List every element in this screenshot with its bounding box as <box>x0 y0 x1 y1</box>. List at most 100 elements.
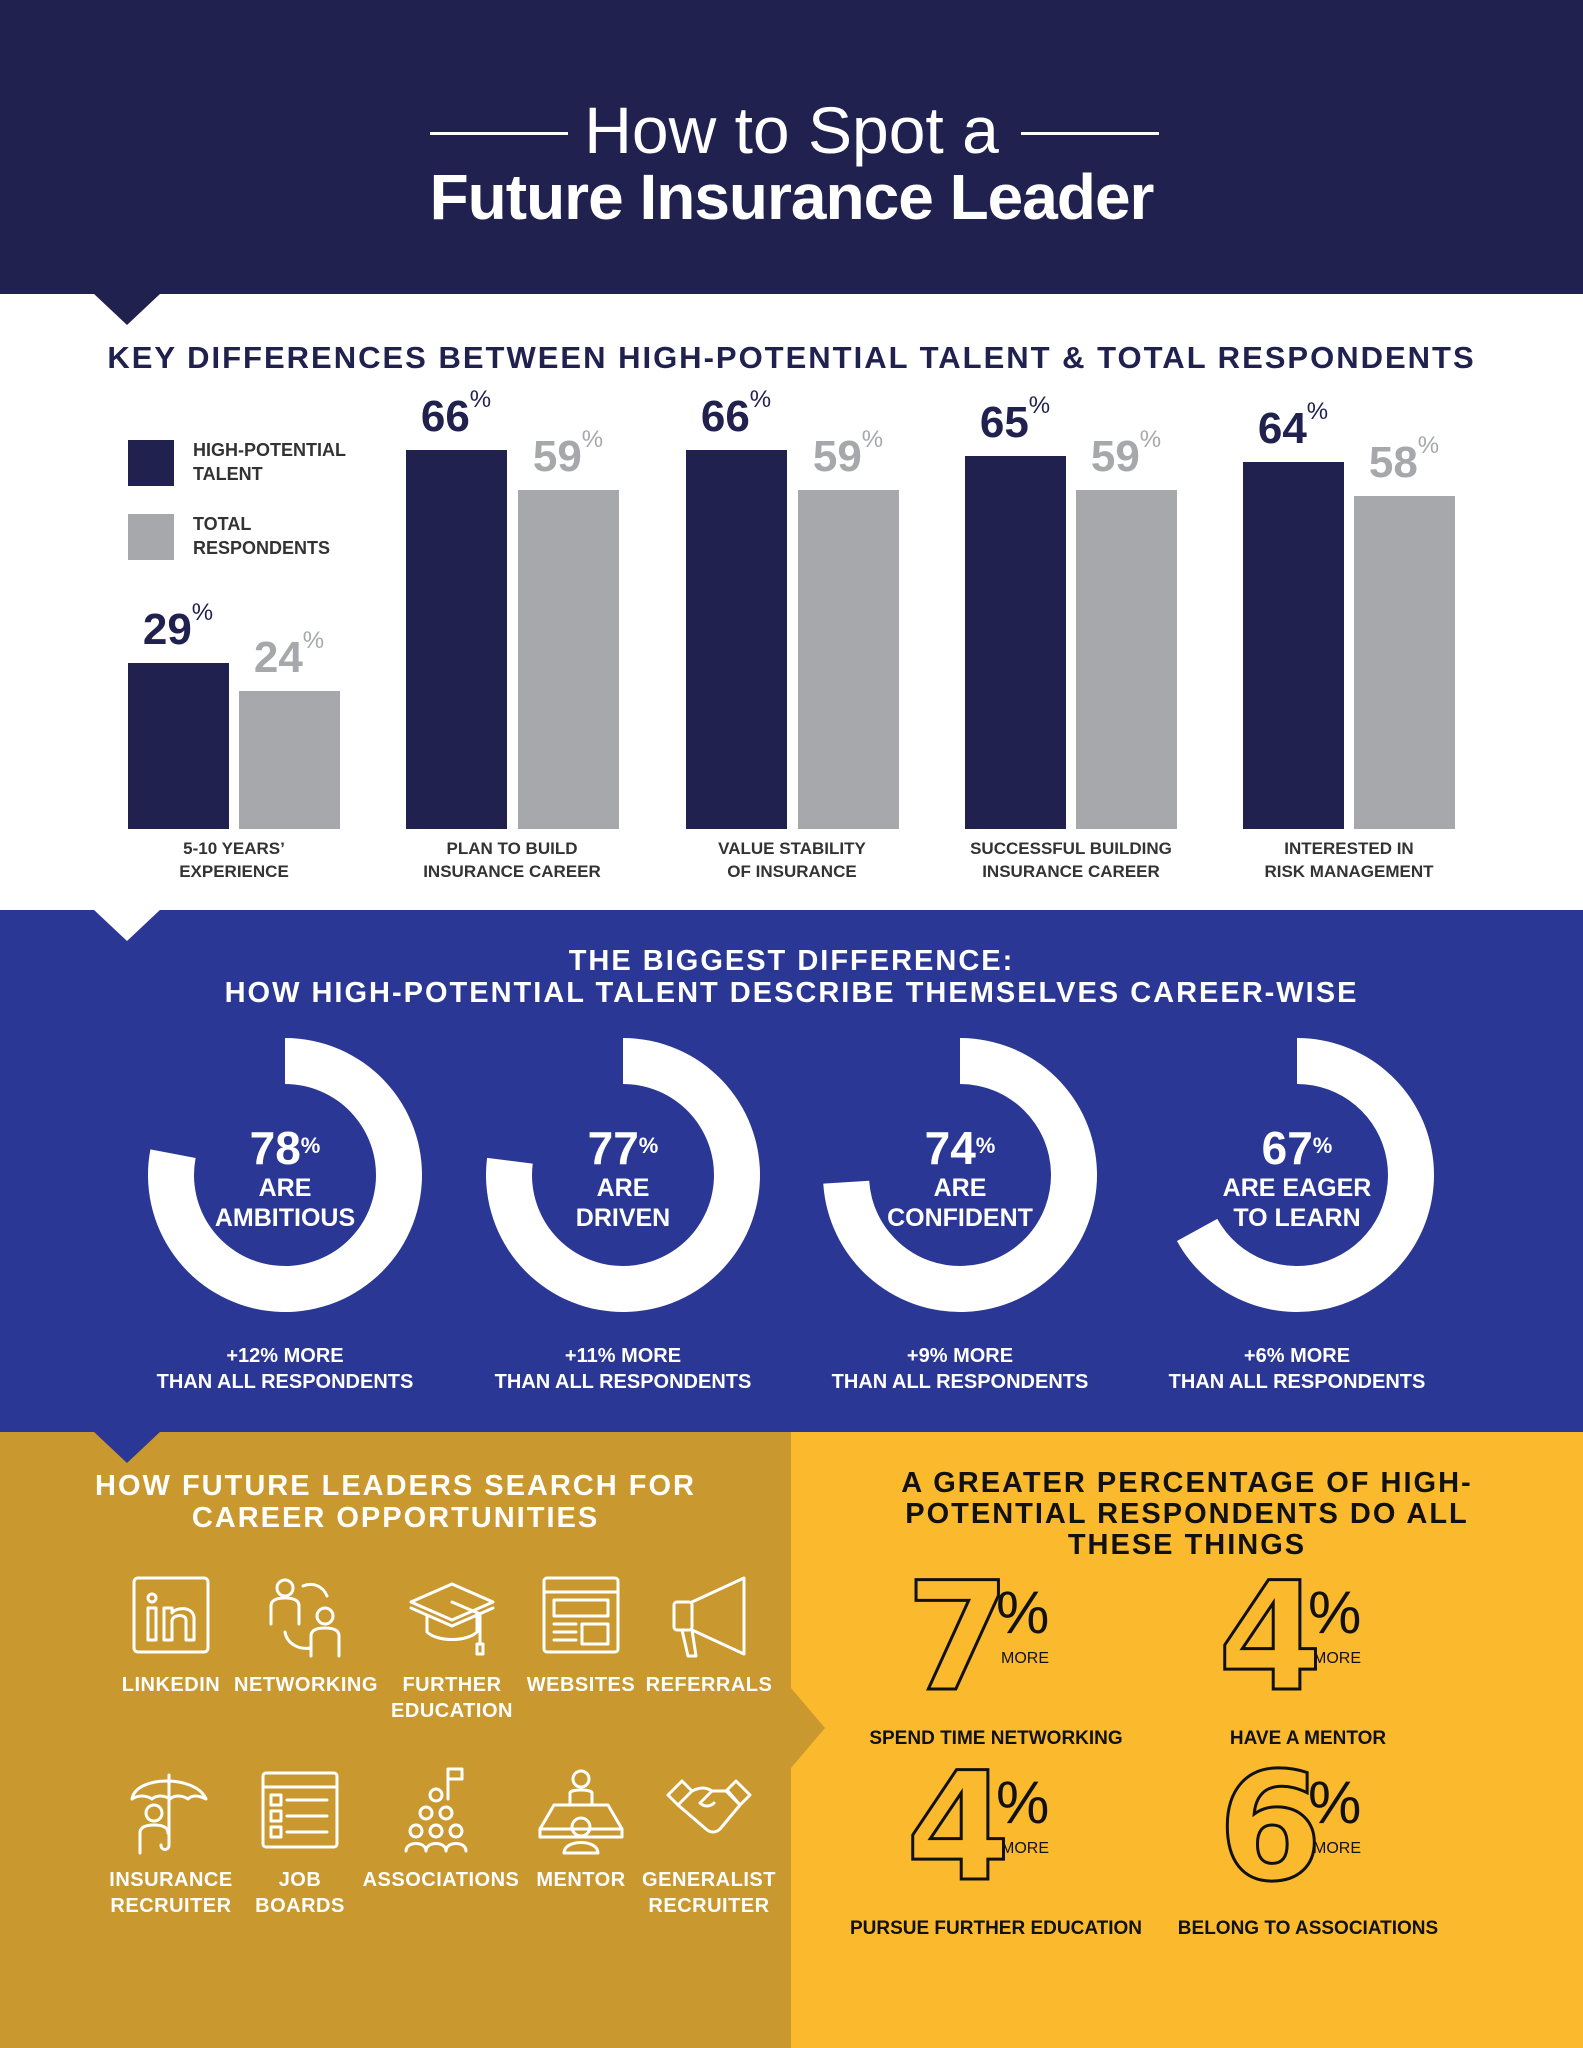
donut-arc <box>147 1038 422 1312</box>
stat-description: PURSUE FURTHER EDUCATION <box>849 1918 1143 1939</box>
donut-arc <box>823 1038 1097 1312</box>
donut-label: ARE DRIVEN <box>575 1174 671 1232</box>
donut-chart <box>1176 1038 1434 1312</box>
stats-title: A GREATER PERCENTAGE OF HIGH- POTENTIAL … <box>901 1467 1473 1561</box>
bar-total <box>1076 490 1177 829</box>
donut-percent: 67% <box>1261 1122 1333 1174</box>
donut-label: ARE AMBITIOUS <box>214 1174 356 1232</box>
mentor-desk-icon <box>501 1765 661 1855</box>
linkedin-icon <box>91 1570 251 1660</box>
legend-swatch-high-potential <box>128 440 174 486</box>
value-label: 64% <box>1257 397 1329 453</box>
bar-high-potential <box>406 450 507 829</box>
search-method-item: WEBSITES <box>501 1570 661 1698</box>
value-label: 58% <box>1368 432 1440 488</box>
stat-percent-sign: % <box>996 1579 1050 1646</box>
stat-item: 6% MORE BELONG TO ASSOCIATIONS <box>1158 1747 1458 1940</box>
search-method-item: MENTOR <box>501 1765 661 1893</box>
header-notch <box>93 293 161 325</box>
graduation-cap-icon <box>372 1570 532 1660</box>
stats-section <box>791 1432 1583 2048</box>
networking-icon <box>226 1570 386 1660</box>
search-method-item: INSURANCE RECRUITER <box>91 1765 251 1919</box>
legend-label-high-potential: HIGH-POTENTIAL TALENT <box>193 440 346 484</box>
donut-arc <box>1176 1038 1434 1312</box>
legend-swatch-total <box>128 514 174 560</box>
arrow-right-divider <box>791 1688 825 1768</box>
donut-label: ARE EAGER TO LEARN <box>1222 1174 1372 1232</box>
umbrella-person-icon <box>91 1765 251 1855</box>
donut-chart <box>486 1038 761 1312</box>
donut-center-text: 74% ARE CONFIDENT <box>850 1123 1070 1233</box>
page-title-line2: Future Insurance Leader <box>429 161 1155 233</box>
category-label: 5-10 YEARS’ EXPERIENCE <box>179 839 289 881</box>
value-label: 59% <box>1090 426 1162 482</box>
stat-description: SPEND TIME NETWORKING <box>869 1728 1123 1749</box>
donut-center-text: 77% ARE DRIVEN <box>513 1123 733 1233</box>
header-banner <box>0 0 1583 294</box>
stat-item: 7% MORE SPEND TIME NETWORKING <box>846 1557 1146 1750</box>
search-method-label: ASSOCIATIONS <box>362 1869 520 1891</box>
bar-chart-title: KEY DIFFERENCES BETWEEN HIGH-POTENTIAL T… <box>107 340 1476 375</box>
value-label: 66% <box>420 386 492 442</box>
donut-difference: +12% MORE THAN ALL RESPONDENTS <box>156 1345 414 1393</box>
bar-total <box>518 490 619 829</box>
megaphone-icon <box>629 1570 789 1660</box>
stat-value: 7 <box>904 1551 1011 1725</box>
bar-high-potential <box>686 450 787 829</box>
search-method-label: INSURANCE RECRUITER <box>109 1869 233 1917</box>
stat-description: HAVE A MENTOR <box>1229 1728 1387 1749</box>
section-notch-2 <box>93 1431 161 1463</box>
legend-label-total: TOTAL RESPONDENTS <box>193 514 331 558</box>
search-method-label: LINKEDIN <box>121 1674 221 1696</box>
search-method-item: ASSOCIATIONS <box>361 1765 521 1893</box>
search-method-label: NETWORKING <box>234 1674 378 1696</box>
stat-item: 4% MORE HAVE A MENTOR <box>1158 1557 1458 1750</box>
bar-high-potential <box>1243 461 1344 829</box>
category-label: INTERESTED IN RISK MANAGEMENT <box>1264 839 1434 881</box>
bar-high-potential <box>128 662 229 829</box>
value-label: 65% <box>979 391 1051 447</box>
donut-difference: +6% MORE THAN ALL RESPONDENTS <box>1168 1345 1426 1393</box>
donut-label: ARE CONFIDENT <box>887 1174 1033 1232</box>
biggest-difference-section <box>0 910 1583 1432</box>
search-method-item: JOB BOARDS <box>220 1765 380 1919</box>
stat-description: BELONG TO ASSOCIATIONS <box>1177 1918 1439 1939</box>
stat-item: 4% MORE PURSUE FURTHER EDUCATION <box>846 1747 1146 1940</box>
bar-total <box>798 490 899 829</box>
handshake-icon <box>629 1765 789 1855</box>
bar-high-potential <box>965 455 1066 829</box>
donut-arc <box>486 1038 761 1312</box>
search-method-item: GENERALIST RECRUITER <box>629 1765 789 1919</box>
search-method-label: REFERRALS <box>645 1674 773 1696</box>
stat-more-label: MORE <box>1313 1840 1361 1857</box>
biggest-difference-title: THE BIGGEST DIFFERENCE: HOW HIGH-POTENTI… <box>224 945 1359 1009</box>
category-label: VALUE STABILITY OF INSURANCE <box>718 839 866 881</box>
donut-percent: 74% <box>924 1122 996 1174</box>
search-method-label: FURTHER EDUCATION <box>391 1674 513 1722</box>
stat-percent-sign: % <box>1308 1769 1362 1836</box>
stat-more-label: MORE <box>1001 1840 1049 1857</box>
group-flag-icon <box>361 1765 521 1855</box>
search-method-label: JOB BOARDS <box>255 1869 345 1917</box>
value-label: 66% <box>700 386 772 442</box>
search-method-label: MENTOR <box>536 1869 626 1891</box>
bar-total <box>1354 496 1455 829</box>
value-label: 24% <box>253 627 325 683</box>
stat-more-label: MORE <box>1001 1650 1049 1667</box>
category-label: SUCCESSFUL BUILDING INSURANCE CAREER <box>970 839 1172 881</box>
bar-total <box>239 691 340 829</box>
title-rule-right <box>1021 132 1159 135</box>
search-method-item: NETWORKING <box>226 1570 386 1698</box>
category-label: PLAN TO BUILD INSURANCE CAREER <box>423 839 601 881</box>
search-method-item: FURTHER EDUCATION <box>372 1570 532 1724</box>
section-notch <box>93 909 161 941</box>
search-section <box>0 1432 791 2048</box>
search-method-item: REFERRALS <box>629 1570 789 1698</box>
donut-difference: +9% MORE THAN ALL RESPONDENTS <box>831 1345 1089 1393</box>
donut-percent: 78% <box>249 1122 321 1174</box>
stat-percent-sign: % <box>996 1769 1050 1836</box>
value-label: 59% <box>532 426 604 482</box>
search-method-label: WEBSITES <box>526 1674 636 1696</box>
stat-value: 4 <box>904 1741 1011 1915</box>
